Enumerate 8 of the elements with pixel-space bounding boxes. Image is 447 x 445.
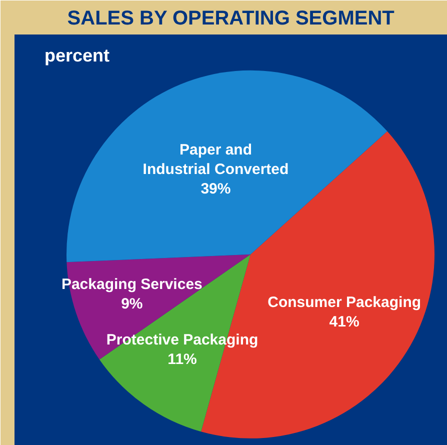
chart-subtitle: percent [44, 45, 110, 66]
slice-label: Consumer Packaging [268, 294, 422, 312]
data-label: 9% [121, 295, 143, 312]
data-label: 41% [329, 314, 360, 331]
data-label: 11% [168, 351, 197, 368]
slice-label: Paper and Industrial Converted [142, 142, 289, 178]
chart-title: SALES BY OPERATING SEGMENT [67, 8, 394, 30]
data-label: 39% [200, 180, 231, 198]
